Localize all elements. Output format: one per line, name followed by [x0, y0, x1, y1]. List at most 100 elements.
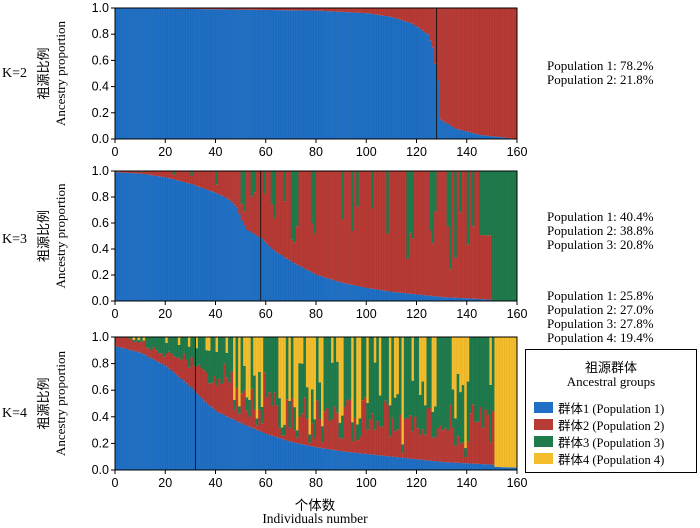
stacked-bar-segment	[484, 299, 488, 301]
stacked-bar-segment	[326, 171, 329, 279]
stacked-bar-segment	[456, 171, 460, 298]
stacked-bar-segment	[305, 171, 309, 270]
stacked-bar-segment	[451, 8, 455, 127]
stacked-bar-segment	[449, 404, 452, 463]
stacked-bar-segment	[391, 456, 395, 470]
stacked-bar-segment	[210, 337, 214, 383]
stacked-bar-segment	[167, 337, 171, 352]
stacked-bar-segment	[376, 289, 380, 301]
stacked-bar-segment	[310, 10, 314, 139]
stacked-bar-segment	[215, 9, 219, 140]
stacked-bar-segment	[125, 348, 128, 470]
stacked-bar-segment	[152, 347, 156, 360]
stacked-bar-segment	[351, 422, 354, 442]
stacked-bar-segment	[195, 185, 199, 301]
stacked-bar-segment	[466, 8, 470, 132]
stacked-bar-segment	[378, 426, 382, 456]
stacked-bar-segment	[200, 398, 204, 470]
stacked-bar-segment	[406, 458, 410, 470]
stacked-bar-segment	[356, 171, 359, 207]
stacked-bar-segment	[260, 406, 264, 424]
stacked-bar-segment	[303, 337, 307, 398]
stacked-bar-segment	[476, 171, 480, 299]
stacked-bar-segment	[288, 10, 292, 140]
stacked-bar-segment	[419, 435, 422, 460]
stacked-bar-segment	[328, 420, 332, 450]
stacked-bar-segment	[165, 337, 169, 343]
stacked-bar-segment	[336, 361, 339, 413]
stacked-bar-segment	[479, 171, 483, 236]
stacked-bar-segment	[135, 351, 138, 470]
stacked-bar-segment	[501, 467, 505, 470]
stacked-bar-segment	[466, 441, 470, 464]
stacked-bar-segment	[318, 382, 322, 420]
stacked-bar-segment	[333, 11, 337, 139]
stacked-bar-segment	[305, 269, 309, 301]
stacked-bar-segment	[454, 462, 457, 470]
stacked-bar-segment	[318, 337, 322, 383]
stacked-bar-segment	[310, 272, 314, 301]
stacked-bar-segment	[205, 402, 209, 470]
stacked-bar-segment	[210, 382, 214, 408]
stacked-bar-segment	[127, 172, 131, 301]
stacked-bar-segment	[346, 451, 349, 470]
stacked-bar-segment	[212, 409, 216, 470]
stacked-bar-segment	[441, 171, 445, 298]
stacked-bar-segment	[280, 337, 284, 428]
x-tick-label: 60	[259, 145, 273, 159]
stacked-bar-segment	[506, 8, 510, 139]
stacked-bar-segment	[378, 171, 382, 290]
stacked-bar-segment	[130, 337, 133, 339]
stacked-bar-segment	[197, 337, 201, 365]
stacked-bar-segment	[283, 201, 287, 258]
stacked-bar-segment	[341, 8, 344, 12]
stacked-bar-segment	[265, 434, 269, 470]
stacked-bar-segment	[278, 398, 282, 428]
stacked-bar-segment	[230, 337, 234, 372]
stacked-bar-segment	[408, 293, 412, 301]
stacked-bar-segment	[356, 8, 359, 13]
stacked-bar-segment	[243, 366, 246, 391]
stacked-bar-segment	[353, 417, 357, 453]
stacked-bar-segment	[248, 9, 251, 139]
stacked-bar-segment	[190, 184, 194, 301]
stacked-bar-segment	[270, 8, 274, 11]
stacked-bar-segment	[308, 271, 312, 301]
stacked-bar-segment	[464, 457, 467, 464]
stacked-bar-segment	[373, 8, 377, 15]
stacked-bar-segment	[185, 337, 189, 360]
stacked-bar-segment	[353, 337, 357, 418]
stacked-bar-segment	[115, 171, 118, 173]
stacked-bar-segment	[190, 387, 194, 470]
stacked-bar-segment	[406, 293, 410, 301]
stacked-bar-segment	[187, 8, 191, 140]
stacked-bar-segment	[381, 290, 385, 301]
stacked-bar-segment	[449, 462, 452, 470]
stacked-bar-segment	[253, 234, 256, 301]
stacked-bar-segment	[449, 171, 452, 270]
stacked-bar-segment	[245, 397, 249, 411]
stacked-bar-segment	[182, 182, 186, 301]
stacked-bar-segment	[401, 292, 405, 301]
stacked-bar-segment	[426, 337, 430, 409]
y-axis-title-en: Ancestry proportion	[53, 20, 68, 126]
stacked-bar-segment	[253, 337, 256, 376]
stacked-bar-segment	[190, 337, 194, 358]
stacked-bar-segment	[300, 337, 304, 364]
stacked-bar-segment	[165, 353, 169, 367]
stacked-bar-segment	[346, 12, 349, 139]
stacked-bar-segment	[416, 294, 420, 301]
stacked-bar-segment	[218, 8, 221, 10]
stacked-bar-segment	[165, 366, 169, 470]
stacked-bar-segment	[172, 179, 176, 301]
stacked-bar-segment	[396, 8, 400, 19]
stacked-bar-segment	[361, 453, 364, 470]
stacked-bar-segment	[331, 11, 334, 139]
stacked-bar-segment	[474, 337, 478, 422]
stacked-bar-segment	[310, 8, 314, 11]
stacked-bar-segment	[150, 8, 153, 139]
stacked-bar-segment	[461, 171, 465, 299]
stacked-bar-segment	[393, 171, 397, 293]
stacked-bar-segment	[396, 171, 400, 293]
stacked-bar-segment	[481, 171, 485, 236]
